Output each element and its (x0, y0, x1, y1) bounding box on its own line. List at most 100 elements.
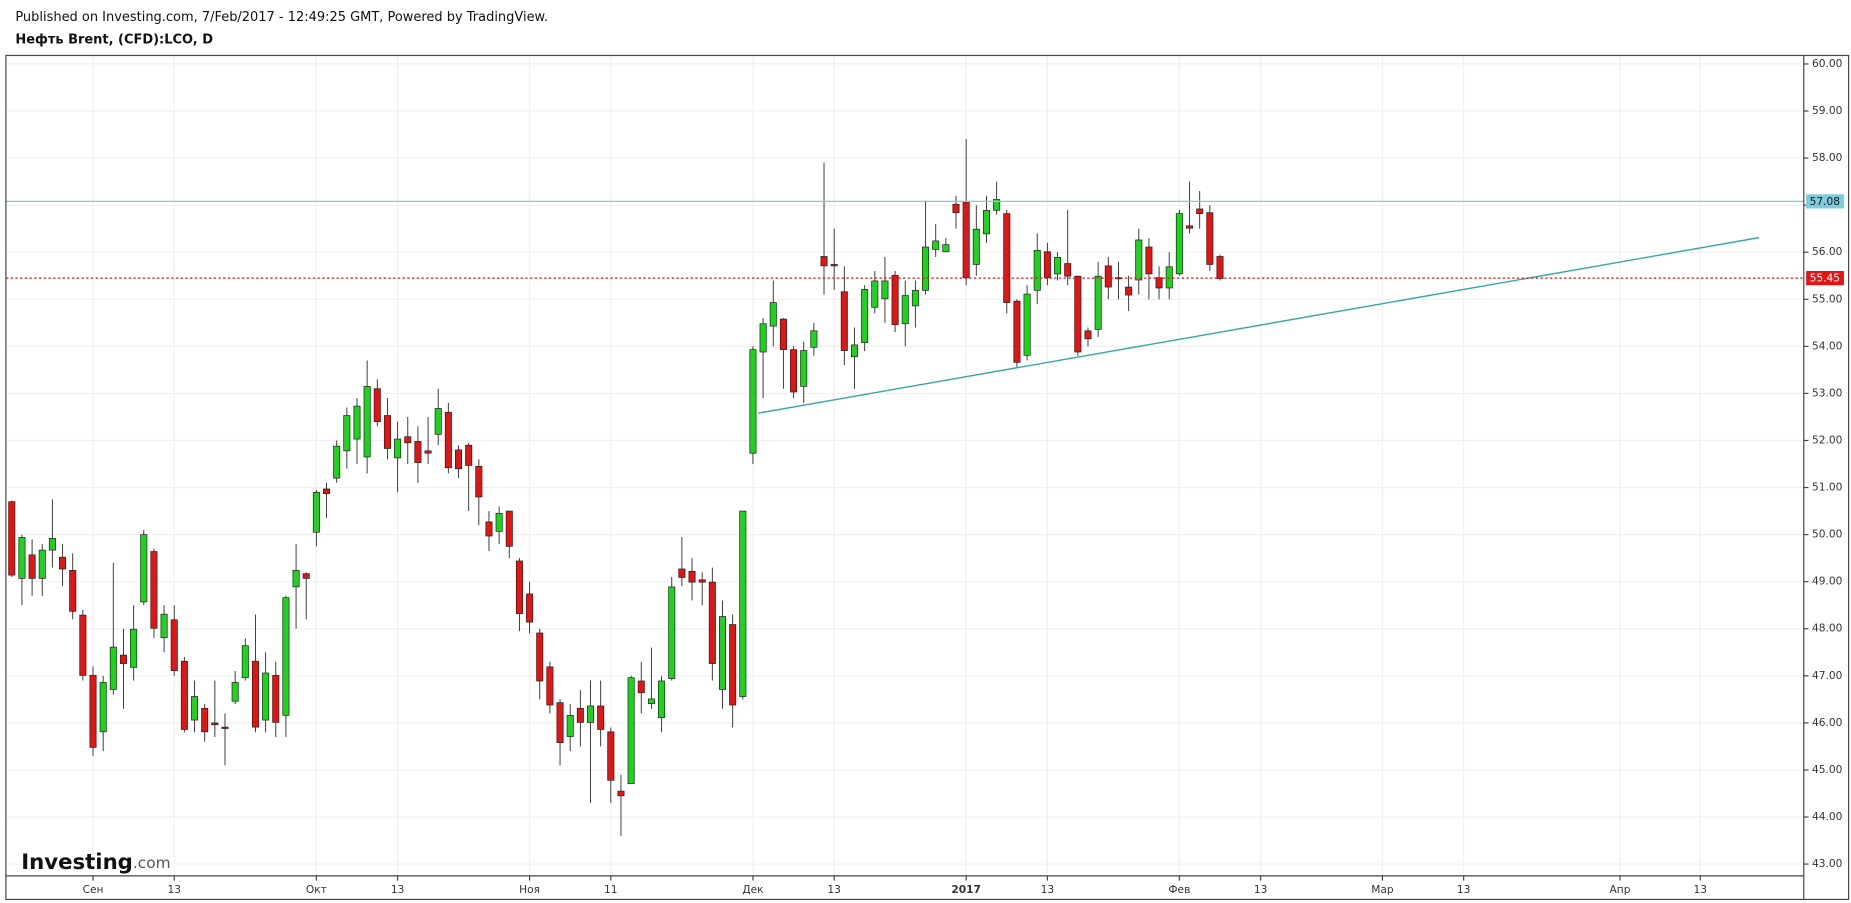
candle-body (404, 436, 412, 444)
candle-body (698, 579, 706, 583)
candle-body (718, 616, 726, 690)
candle-body (1165, 266, 1173, 289)
y-tick-label: 50.00 (1812, 528, 1843, 541)
candle-body (414, 441, 422, 463)
candle-body (262, 672, 270, 721)
candle-body (353, 405, 361, 440)
y-tick-label: 43.00 (1812, 857, 1843, 870)
y-tick-label: 52.00 (1812, 433, 1843, 446)
candle-body (820, 256, 828, 267)
candle-body (708, 581, 716, 664)
logo: Investing.com (21, 850, 170, 875)
x-tick-label: 13 (827, 883, 841, 896)
candle-body (434, 408, 442, 435)
candle-body (840, 291, 848, 351)
candle-body (891, 274, 899, 326)
x-tick-label: Фев (1168, 883, 1190, 896)
x-tick-label: Дек (742, 883, 764, 896)
candle-body (769, 302, 777, 327)
x-tick-label: 11 (604, 883, 618, 896)
x-tick-label: Окт (306, 883, 327, 896)
candle-body (221, 726, 229, 729)
candle-body (810, 330, 818, 348)
candle-body (576, 707, 584, 723)
candle-body (394, 438, 402, 459)
y-tick-label: 56.00 (1812, 245, 1843, 258)
x-tick-label: 2017 (951, 883, 981, 896)
candle-body (881, 280, 889, 300)
candle-body (89, 674, 97, 748)
y-tick-label: 44.00 (1812, 810, 1843, 823)
y-tick-label: 53.00 (1812, 386, 1843, 399)
candle-body (1135, 239, 1143, 281)
candle-body (1145, 246, 1153, 275)
x-tick-label: Апр (1610, 883, 1631, 896)
candle-body (323, 488, 331, 495)
x-tick-label: Мар (1371, 883, 1394, 896)
candle-body (1064, 263, 1072, 277)
y-tick-label: 47.00 (1812, 669, 1843, 682)
candle-body (993, 199, 1001, 211)
price-label: 55.45 (1810, 272, 1840, 285)
candle-body (587, 705, 595, 723)
candle-body (363, 386, 371, 458)
candle-body (485, 521, 493, 537)
trend-line (757, 236, 1760, 414)
x-tick-label: 13 (1254, 883, 1268, 896)
candle-body (424, 450, 432, 454)
candle-body (140, 534, 148, 603)
candle-body (982, 209, 990, 235)
candle-body (647, 698, 655, 704)
candle-body (861, 289, 869, 343)
candle-body (333, 445, 341, 479)
x-tick-label: 13 (167, 883, 181, 896)
candle-body (1074, 275, 1082, 353)
candle-body (546, 666, 554, 706)
y-tick-label: 51.00 (1812, 481, 1843, 494)
candle-body (99, 682, 107, 733)
candle-body (1186, 225, 1194, 229)
candle-body (678, 568, 686, 578)
candle-body (617, 790, 625, 797)
candle-body (932, 240, 940, 250)
candle-body (627, 677, 635, 784)
candle-body (536, 632, 544, 682)
candle-body (1094, 275, 1102, 330)
y-tick-label: 46.00 (1812, 716, 1843, 729)
candle-body (688, 570, 696, 583)
candle-body (292, 570, 300, 588)
candle-body (962, 201, 970, 278)
candle-body (779, 318, 787, 350)
candle-body (119, 654, 127, 664)
price-label-box (1806, 271, 1844, 286)
y-tick-label: 54.00 (1812, 339, 1843, 352)
candle-body (850, 344, 858, 358)
candle-body (800, 350, 808, 387)
candle-body (251, 660, 259, 728)
candle-body (231, 682, 239, 702)
y-tick-label: 58.00 (1812, 151, 1843, 164)
candle-body (729, 624, 737, 706)
candle-body (952, 203, 960, 214)
x-tick-label: 13 (1457, 883, 1471, 896)
candle-body (911, 289, 919, 307)
candle-body (48, 538, 56, 551)
candle-body (1175, 213, 1183, 275)
candle-body (373, 388, 381, 423)
candle-body (597, 705, 605, 730)
candle-body (637, 680, 645, 694)
candle-body (515, 560, 523, 615)
candle-body (566, 714, 574, 737)
title: Нефть Brent, (CFD):LCO, D (15, 33, 213, 48)
candle-body (1084, 330, 1092, 340)
candle-body (38, 549, 46, 579)
candle-body (790, 349, 798, 393)
candle-body (455, 449, 463, 470)
candle-body (312, 491, 320, 533)
candle-body (942, 244, 950, 253)
candle-body (170, 619, 178, 671)
candle-body (28, 554, 36, 579)
x-tick-label: 13 (391, 883, 405, 896)
price-label: 57.08 (1810, 195, 1841, 208)
